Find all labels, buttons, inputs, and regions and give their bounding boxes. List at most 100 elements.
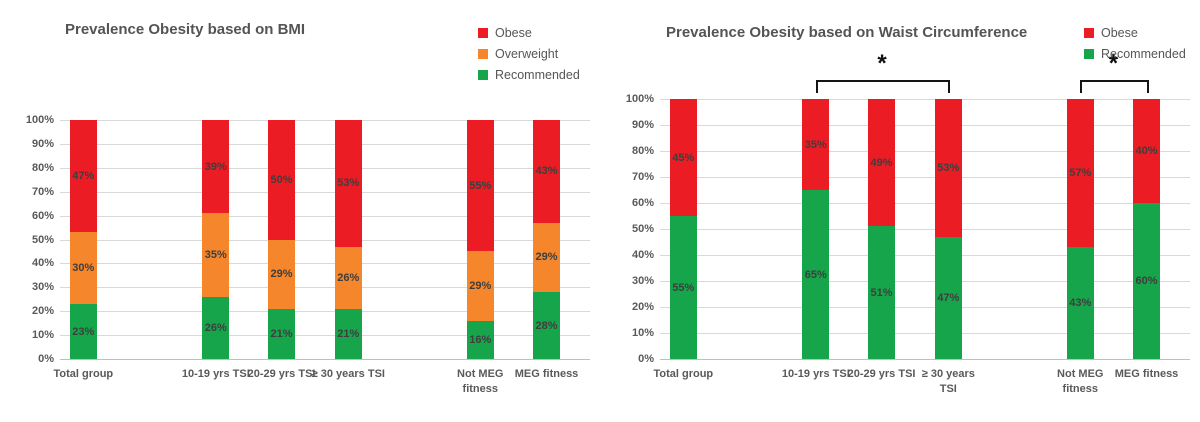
gridline (60, 167, 590, 169)
legend-item: Overweight (478, 43, 580, 64)
x-axis-line (60, 359, 590, 360)
bar-segment-label: 28% (535, 319, 558, 332)
gridline (660, 177, 1190, 178)
bar-segment-obese (69, 120, 97, 233)
legend-label: Recommended (1101, 46, 1186, 61)
legend-swatch-obese (1084, 27, 1094, 38)
gridline (660, 307, 1190, 308)
bar-segment-obese (334, 120, 362, 247)
category-label: 10-19 yrs TSI (781, 368, 850, 380)
chart-prevalence-waist: Prevalence Obesity based on Waist Circum… (600, 0, 1200, 422)
bar-segment-label: 29% (469, 280, 492, 293)
bar-segment-label: 21% (270, 327, 293, 340)
bar-segment-recommended (1133, 203, 1161, 359)
chart-legend: Obese Recommended (1084, 22, 1186, 64)
bar-segment-overweight (268, 239, 296, 309)
ytick-label: 10% (631, 327, 654, 339)
bar-segment-label: 21% (337, 327, 360, 340)
bar-segment-label: 43% (1069, 297, 1092, 310)
gridline (660, 99, 1190, 100)
category-label: Total group (653, 368, 714, 380)
gridline (60, 335, 590, 337)
bar-segment-obese (934, 99, 962, 237)
legend-swatch-recommended (1084, 48, 1094, 59)
gridline (660, 125, 1190, 126)
bar-segment-obese (268, 120, 296, 240)
bar-segment-recommended (934, 236, 962, 359)
legend-label: Recommended (495, 67, 580, 82)
category-label: MEG fitness (514, 368, 579, 380)
ytick-label: 80% (631, 145, 654, 157)
bar-segment-label: 53% (937, 161, 960, 174)
bar-segment-obese (1066, 99, 1094, 248)
bar-segment-label: 45% (672, 151, 695, 164)
ytick-label: 60% (631, 197, 654, 209)
ytick-label: 70% (31, 185, 54, 198)
bar-segment-overweight (202, 213, 230, 297)
ytick-label: 0% (38, 353, 54, 365)
ytick-label: 90% (31, 137, 54, 150)
bar-segment-label: 43% (535, 165, 558, 178)
gridline (60, 215, 590, 217)
ytick-label: 50% (31, 233, 54, 246)
gridline (60, 239, 590, 241)
bar-segment-obese (202, 120, 230, 214)
bar-segment-label: 47% (937, 291, 960, 304)
bar-segment-obese (1133, 99, 1161, 203)
bar-segment-label: 16% (469, 333, 492, 346)
bar-segment-recommended (202, 296, 230, 359)
bar-segment-label: 26% (204, 321, 227, 334)
ytick-label: 60% (31, 209, 54, 222)
chart-title: Prevalence Obesity based on Waist Circum… (666, 24, 1028, 41)
bar-segment-obese (533, 120, 561, 223)
bar-segment-label: 47% (72, 170, 95, 183)
ytick-label: 70% (631, 171, 654, 183)
legend-swatch-obese (478, 27, 488, 38)
significance-bracket (1080, 80, 1147, 82)
chart-prevalence-bmi: Prevalence Obesity based on BMI Obese Ove… (26, 21, 590, 396)
bar-segment-label: 23% (72, 325, 95, 338)
bar-segment-label: 30% (72, 262, 95, 275)
x-axis-line (660, 359, 1190, 360)
bar-segment-obese (868, 99, 896, 227)
bar-segment-label: 39% (204, 160, 227, 173)
plot-area: 0% 10% 20% 30% 40% 50% 60% 70% 80% 90% 100% 55% 45% T… (600, 0, 1200, 422)
ytick-label: 90% (631, 119, 654, 131)
legend-item: Recommended (1084, 43, 1186, 64)
legend-label: Overweight (495, 46, 559, 61)
chart-title: Prevalence Obesity based on BMI (65, 21, 306, 38)
ytick-label: 100% (625, 93, 654, 105)
ytick-label: 0% (638, 353, 654, 365)
bar-segment-label: 50% (270, 173, 293, 186)
gridline (60, 143, 590, 145)
legend-item: Obese (478, 22, 580, 43)
ytick-label: 20% (631, 301, 654, 313)
plot-area: 0% 10% 20% 30% 40% 50% 60% 70% 80% 90% 100% 23% 30% 4… (26, 114, 590, 396)
bar-segment-obese (669, 99, 697, 216)
bar-segment-overweight (334, 246, 362, 309)
gridline (60, 263, 590, 265)
gridline (660, 255, 1190, 256)
legend-item: Recommended (478, 64, 580, 85)
bar-segment-recommended (1066, 247, 1094, 359)
significance-bracket-tick (948, 80, 951, 93)
bar-segment-label: 57% (1069, 167, 1092, 180)
bar-segment-label: 65% (804, 268, 827, 281)
legend-swatch-recommended (478, 69, 488, 80)
bar-segment-label: 35% (204, 249, 227, 262)
category-label: Not MEG fitness (1057, 368, 1104, 396)
significance-bracket-tick (1146, 80, 1149, 93)
bar-segment-label: 29% (270, 268, 293, 281)
category-label: Not MEG fitness (457, 368, 504, 396)
ytick-label: 20% (31, 305, 54, 318)
bar-segment-overweight (533, 222, 561, 293)
bar-segment-recommended (69, 304, 97, 359)
bar-segment-obese (466, 120, 494, 252)
bar-segment-label: 35% (804, 138, 827, 151)
ytick-label: 80% (31, 161, 54, 174)
ytick-label: 10% (31, 329, 54, 342)
significance-star: * (877, 50, 887, 77)
chart-legend: Obese Overweight Recommended (478, 22, 580, 85)
bar-segment-recommended (868, 226, 896, 359)
gridline (660, 333, 1190, 334)
